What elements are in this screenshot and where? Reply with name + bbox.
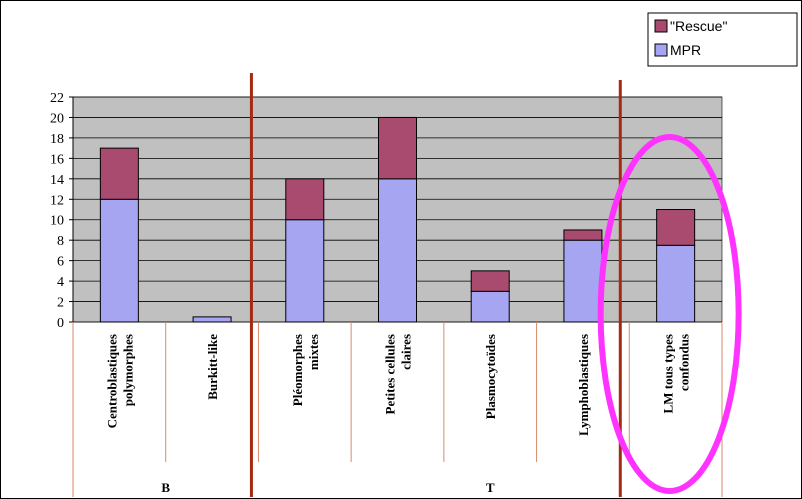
category-label-line: LM tous types [661, 334, 676, 413]
category-label-line: Lymphoblastiques [576, 334, 591, 436]
bar-segment-mpr [656, 244, 696, 323]
y-tick-label: 16 [50, 152, 64, 167]
category-label: Lymphoblastiques [576, 334, 591, 436]
bar-segment-rescue [656, 209, 696, 246]
category-label-line: Burkitt-like [205, 334, 220, 400]
category-label-line: Centroblastiques [104, 334, 119, 428]
category-label: Pléomorphes mixtes [290, 334, 321, 406]
y-tick-label: 6 [57, 255, 64, 270]
category-label-line: confondus [677, 334, 692, 391]
category-label: Burkitt-like [205, 334, 220, 400]
legend: "Rescue" MPR [647, 12, 798, 67]
legend-swatch [654, 19, 668, 33]
category-label: LM tous types confondus [661, 334, 692, 413]
y-tick-label: 22 [50, 91, 64, 106]
category-label-line: claires [399, 334, 414, 370]
bar-segment-mpr [563, 239, 603, 323]
y-tick-label: 4 [57, 275, 64, 290]
legend-box [647, 12, 798, 67]
category-label: Petites cellules claires [383, 334, 414, 415]
category-label-line: Plasmocytoïdes [483, 334, 498, 419]
bar-segment-mpr [192, 316, 232, 323]
legend-swatch [654, 43, 668, 57]
bar-segment-rescue [99, 147, 139, 200]
group-separators [249, 73, 622, 497]
category-label-line: mixtes [306, 334, 321, 370]
y-tick-label: 8 [57, 234, 64, 249]
bars [99, 116, 696, 323]
y-axis: 0 2 4 6 8 10 12 14 16 18 20 22 [50, 91, 74, 331]
legend-label: MPR [670, 42, 701, 58]
highlight-ellipse [597, 134, 742, 494]
group-separator [618, 80, 622, 497]
bar-segment-rescue [470, 270, 510, 292]
y-tick-label: 12 [50, 193, 64, 208]
bar-segment-mpr [378, 178, 417, 323]
category-label: Plasmocytoïdes [483, 334, 498, 419]
bar-segment-mpr [99, 198, 139, 323]
category-label-line: Pléomorphes [290, 334, 305, 406]
y-tick-label: 10 [50, 214, 64, 229]
bar-segment-rescue [563, 229, 603, 241]
group-label: B [161, 480, 170, 495]
y-tick-label: 20 [50, 111, 64, 126]
bar-segment-rescue [378, 116, 417, 180]
y-tick-label: 14 [50, 173, 64, 188]
y-tick-label: 2 [57, 296, 64, 311]
category-label-line: polymorphes [120, 334, 135, 406]
legend-label: "Rescue" [670, 18, 727, 34]
category-label-line: Petites cellules [383, 334, 398, 415]
bar-segment-mpr [285, 219, 325, 323]
y-tick-label: 0 [57, 316, 64, 331]
category-label: Centroblastiques polymorphes [104, 334, 135, 428]
y-tick-label: 18 [50, 132, 64, 147]
category-table: Centroblastiques polymorphes Burkitt-like P… [72, 322, 723, 497]
bar-segment-mpr [470, 290, 510, 323]
group-separator [249, 73, 253, 497]
bar-segment-rescue [285, 178, 325, 221]
group-label: T [486, 480, 495, 495]
